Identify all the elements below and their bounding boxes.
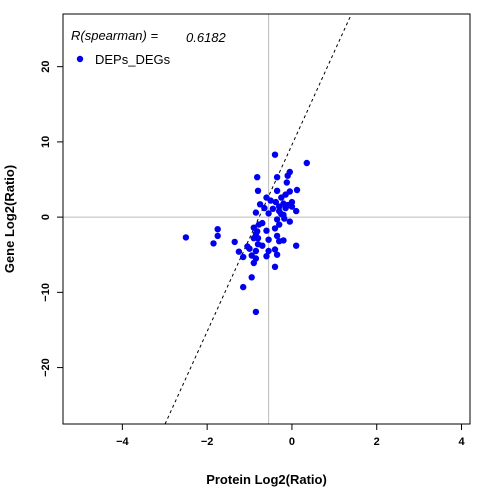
spearman-value: 0.6182 bbox=[186, 30, 227, 45]
data-point bbox=[250, 235, 257, 242]
data-point bbox=[286, 168, 293, 176]
x-tick-label: 2 bbox=[374, 436, 380, 448]
data-point bbox=[231, 238, 238, 246]
data-point bbox=[252, 308, 260, 316]
data-point bbox=[271, 151, 279, 158]
data-point bbox=[265, 236, 272, 243]
spearman-label: R(spearman) = bbox=[71, 28, 158, 43]
data-point bbox=[254, 187, 262, 194]
data-point bbox=[265, 247, 272, 255]
data-point bbox=[280, 237, 287, 244]
data-point bbox=[263, 253, 270, 260]
data-point bbox=[252, 209, 260, 216]
data-point bbox=[271, 225, 279, 232]
data-point bbox=[303, 159, 310, 167]
data-point bbox=[281, 215, 288, 222]
regression-dashed-line bbox=[164, 14, 352, 424]
data-point bbox=[286, 188, 293, 195]
data-point bbox=[293, 242, 300, 249]
data-point bbox=[263, 227, 270, 234]
data-point bbox=[252, 255, 260, 262]
y-tick-label: −10 bbox=[40, 283, 52, 302]
data-point bbox=[259, 219, 266, 227]
y-tick-label: −20 bbox=[40, 358, 52, 377]
data-point bbox=[273, 174, 281, 181]
legend-label: DEPs_DEGs bbox=[95, 52, 171, 67]
x-tick-label: 0 bbox=[289, 436, 295, 448]
data-point bbox=[286, 218, 293, 225]
y-axis-ticks: −20 −10 0 10 20 bbox=[40, 61, 63, 377]
data-point bbox=[293, 207, 300, 215]
plot-frame bbox=[62, 13, 471, 425]
data-point bbox=[273, 251, 281, 258]
data-point bbox=[261, 204, 268, 212]
x-tick-label: −2 bbox=[201, 436, 214, 448]
data-point bbox=[271, 263, 279, 270]
legend-marker bbox=[76, 55, 84, 63]
data-point bbox=[273, 216, 281, 223]
data-point bbox=[214, 226, 221, 233]
data-point bbox=[284, 201, 291, 209]
data-point bbox=[293, 186, 301, 194]
data-point bbox=[240, 283, 247, 291]
data-point bbox=[250, 224, 257, 231]
data-point bbox=[272, 198, 279, 206]
data-point bbox=[271, 246, 279, 253]
data-point bbox=[273, 187, 281, 194]
data-point bbox=[269, 205, 277, 212]
data-point bbox=[252, 247, 260, 255]
x-tick-label: −4 bbox=[116, 436, 129, 448]
data-point bbox=[248, 274, 255, 281]
data-point bbox=[283, 179, 290, 186]
data-point bbox=[210, 240, 217, 247]
data-point bbox=[267, 197, 274, 204]
data-point bbox=[254, 174, 261, 181]
x-tick-label: 4 bbox=[458, 436, 465, 448]
y-tick-label: 0 bbox=[40, 214, 52, 220]
data-point bbox=[259, 242, 266, 249]
y-axis-title: Gene Log2(Ratio) bbox=[2, 165, 17, 273]
y-tick-label: 20 bbox=[40, 61, 52, 73]
data-point bbox=[240, 253, 247, 261]
data-point bbox=[256, 201, 264, 208]
reference-lines bbox=[63, 14, 470, 424]
x-axis-ticks: −4 −2 0 2 4 bbox=[116, 424, 465, 448]
data-point bbox=[265, 210, 272, 217]
x-axis-title: Protein Log2(Ratio) bbox=[206, 472, 327, 487]
data-point bbox=[276, 221, 283, 228]
data-points bbox=[182, 151, 310, 316]
data-point bbox=[278, 210, 285, 218]
data-point bbox=[214, 232, 221, 240]
y-tick-label: 10 bbox=[40, 136, 52, 148]
data-point bbox=[235, 248, 243, 255]
data-point bbox=[273, 232, 281, 240]
regression-line bbox=[164, 14, 352, 424]
data-point bbox=[182, 234, 190, 241]
data-point bbox=[246, 245, 253, 252]
